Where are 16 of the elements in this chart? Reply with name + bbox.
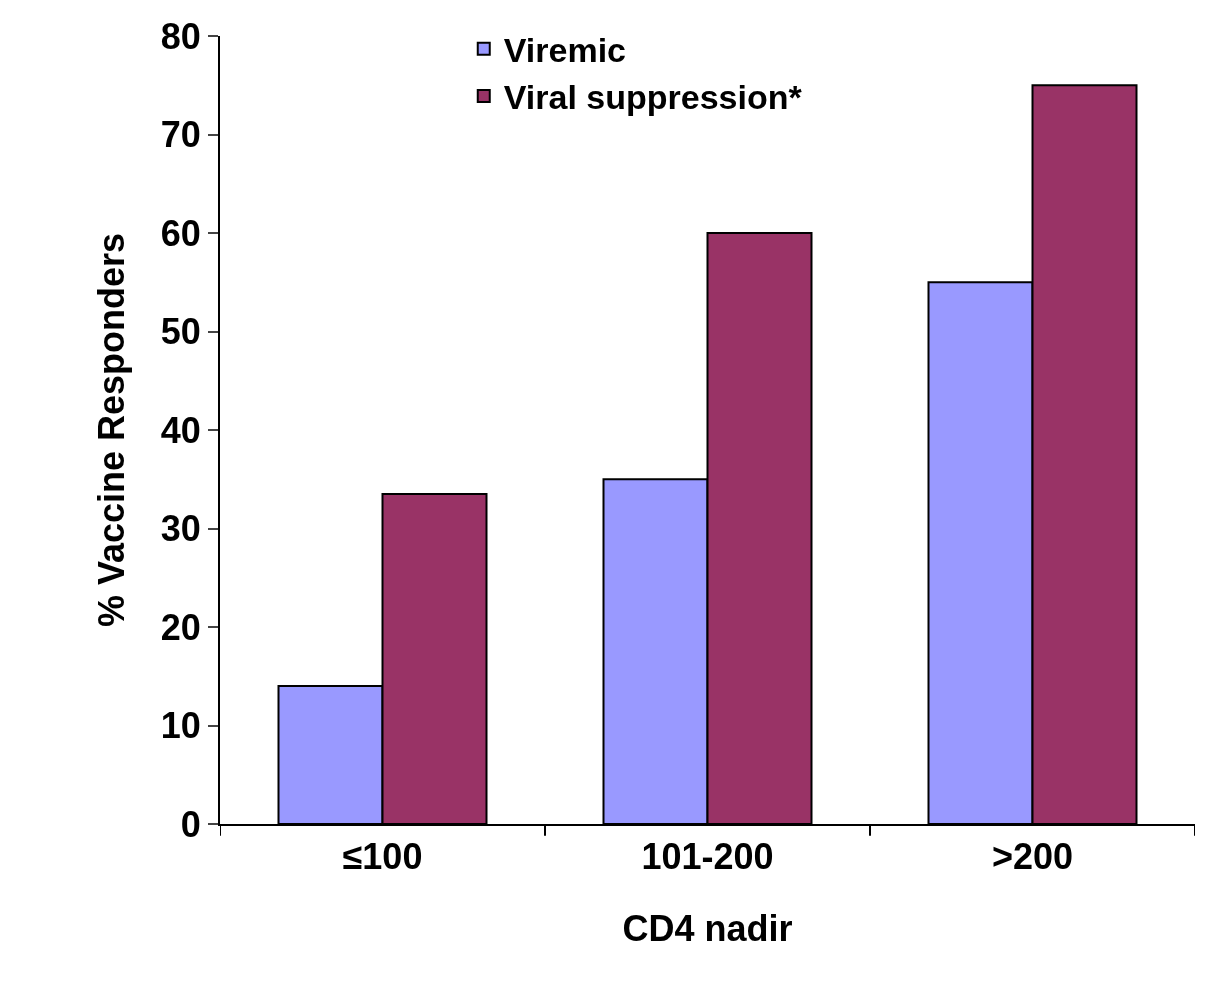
x-tick-label: ≤100 [342, 836, 423, 878]
y-tick-label: 40 [160, 409, 201, 451]
y-tick-label: 80 [160, 15, 201, 57]
x-axis-title: CD4 nadir [622, 908, 793, 950]
legend-label: Viremic [503, 31, 626, 70]
x-tick-label: >200 [991, 836, 1074, 878]
y-tick-label: 20 [160, 606, 201, 648]
legend-label: Viral suppression* [503, 78, 803, 117]
y-tick-label: 30 [160, 508, 201, 550]
y-tick-label: 10 [160, 705, 201, 747]
y-tick-label: 70 [160, 114, 201, 156]
y-tick-label: 50 [160, 311, 201, 353]
y-axis-title: % Vaccine Responders [91, 232, 133, 628]
x-tick-label: 101-200 [641, 836, 774, 878]
y-tick-label: 0 [180, 803, 201, 845]
y-tick-label: 60 [160, 212, 201, 254]
